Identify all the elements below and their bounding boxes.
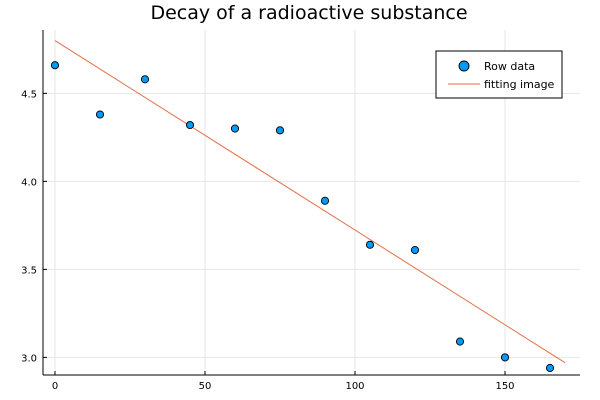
data-point bbox=[320, 196, 330, 205]
data-point bbox=[410, 245, 420, 255]
data-point bbox=[95, 110, 105, 119]
data-point bbox=[230, 124, 240, 133]
x-tick-label: 150 bbox=[495, 381, 514, 392]
plot-area bbox=[50, 40, 566, 373]
data-point bbox=[455, 337, 465, 346]
legend-box bbox=[435, 50, 563, 99]
chart-title: Decay of a radioactive substance bbox=[150, 2, 467, 24]
y-tick-label: 4.0 bbox=[21, 177, 37, 188]
data-point bbox=[500, 353, 510, 362]
data-point bbox=[140, 75, 150, 84]
axes: 0 50 100 150 3.0 3.5 4.0 4.5 bbox=[21, 30, 580, 392]
legend-label: Row data bbox=[484, 60, 535, 73]
data-point bbox=[545, 363, 555, 373]
legend: Row data fitting image bbox=[435, 50, 563, 99]
y-tick-label: 4.5 bbox=[21, 89, 37, 100]
x-tick-label: 50 bbox=[199, 381, 212, 392]
x-tick-label: 0 bbox=[52, 381, 58, 392]
series-line-fitting-image bbox=[54, 40, 566, 364]
data-point bbox=[50, 61, 60, 70]
legend-label: fitting image bbox=[484, 78, 555, 91]
data-point bbox=[275, 126, 285, 135]
x-tick-label: 100 bbox=[345, 381, 364, 392]
data-point bbox=[365, 240, 375, 249]
legend-marker-scatter bbox=[458, 60, 470, 72]
data-point bbox=[185, 121, 195, 130]
y-tick-label: 3.5 bbox=[21, 265, 37, 276]
y-tick-label: 3.0 bbox=[21, 353, 37, 364]
